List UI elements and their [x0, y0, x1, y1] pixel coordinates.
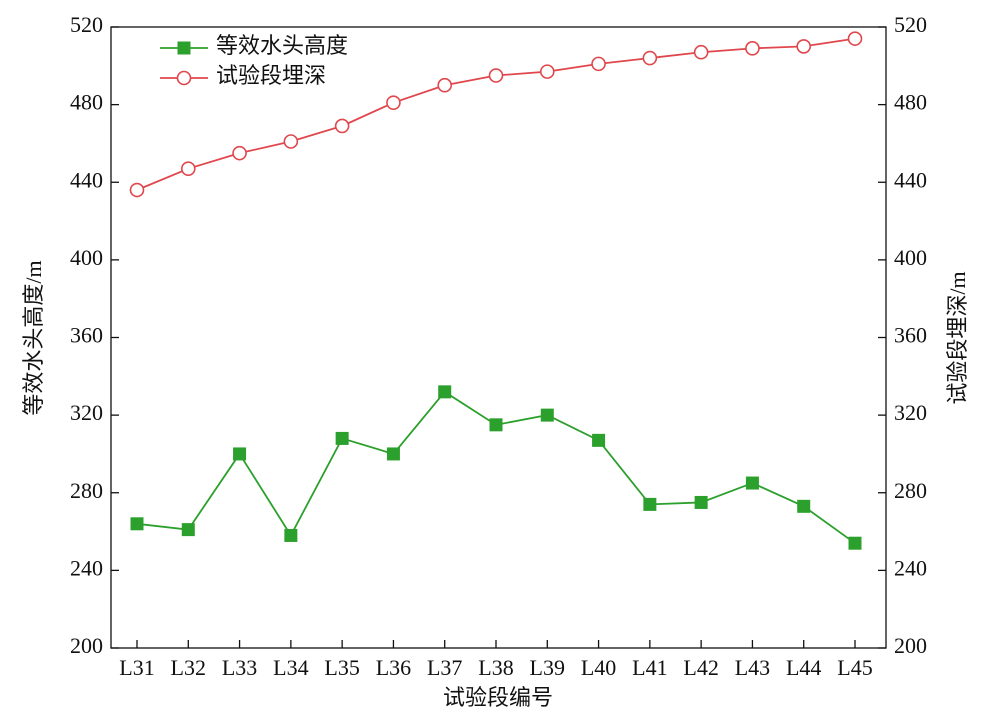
y2-tick-label: 320 — [894, 400, 927, 425]
y2-tick-label: 200 — [894, 633, 927, 658]
y2-tick-label: 280 — [894, 478, 927, 503]
y-tick-label: 240 — [70, 555, 103, 580]
x-tick-label: L40 — [581, 655, 616, 680]
data-point — [232, 145, 247, 161]
legend-label: 试验段埋深 — [216, 63, 326, 88]
x-tick-label: L39 — [530, 655, 565, 680]
data-point — [847, 31, 863, 46]
x-tick-label: L33 — [222, 655, 257, 680]
data-point — [592, 433, 606, 447]
y-tick-label: 400 — [70, 245, 103, 270]
y2-tick-label: 240 — [894, 555, 927, 580]
data-point — [540, 408, 554, 422]
y2-axis-label: 试验段埋深/m — [945, 271, 970, 404]
data-point — [591, 56, 606, 72]
y-tick-label: 200 — [70, 633, 103, 658]
data-point — [848, 536, 862, 550]
y-tick-label: 440 — [70, 167, 103, 192]
legend-marker — [177, 41, 191, 55]
data-point — [642, 50, 658, 66]
data-point — [745, 476, 759, 490]
data-point — [437, 77, 453, 93]
y-tick-label: 480 — [70, 90, 103, 115]
x-tick-label: L36 — [376, 655, 411, 680]
x-tick-label: L37 — [427, 655, 462, 680]
data-point — [796, 39, 812, 54]
y-tick-label: 520 — [70, 12, 103, 37]
legend-marker — [176, 70, 192, 86]
data-point — [693, 44, 709, 60]
data-point — [386, 447, 400, 461]
data-point — [130, 517, 144, 531]
y-tick-label: 360 — [70, 323, 103, 348]
y-axis-label: 等效水头高度/m — [21, 260, 46, 415]
x-tick-label: L31 — [119, 655, 154, 680]
x-tick-label: L43 — [735, 655, 770, 680]
x-tick-label: L44 — [786, 655, 821, 680]
data-point — [489, 418, 503, 432]
data-point — [180, 161, 196, 176]
x-tick-label: L38 — [478, 655, 513, 680]
x-tick-label: L42 — [683, 655, 718, 680]
series-line — [136, 37, 856, 191]
data-point — [284, 528, 298, 542]
y2-tick-label: 440 — [894, 167, 927, 192]
y-tick-label: 280 — [70, 478, 103, 503]
data-point — [438, 385, 452, 399]
legend-label: 等效水头高度 — [216, 33, 348, 58]
data-point — [643, 497, 657, 511]
data-point — [181, 523, 195, 537]
data-point — [283, 134, 299, 149]
data-point — [129, 182, 145, 198]
series-line — [136, 390, 856, 544]
x-tick-label: L32 — [171, 655, 206, 680]
data-point — [745, 41, 760, 56]
plot-frame — [110, 26, 887, 649]
x-axis-label: 试验段编号 — [443, 685, 553, 710]
x-tick-label: L41 — [632, 655, 667, 680]
y-tick-label: 320 — [70, 400, 103, 425]
data-point — [386, 95, 401, 110]
y2-tick-label: 400 — [894, 245, 927, 270]
data-point — [335, 431, 349, 445]
data-point — [334, 118, 350, 134]
y2-tick-label: 520 — [894, 12, 927, 37]
x-tick-label: L45 — [837, 655, 872, 680]
data-point — [694, 495, 708, 509]
y2-tick-label: 480 — [894, 90, 927, 115]
data-point — [488, 68, 504, 83]
x-tick-label: L35 — [324, 655, 359, 680]
y2-tick-label: 360 — [894, 323, 927, 348]
data-point — [539, 64, 555, 79]
data-point — [233, 447, 247, 461]
data-point — [797, 499, 811, 513]
x-tick-label: L34 — [273, 655, 308, 680]
